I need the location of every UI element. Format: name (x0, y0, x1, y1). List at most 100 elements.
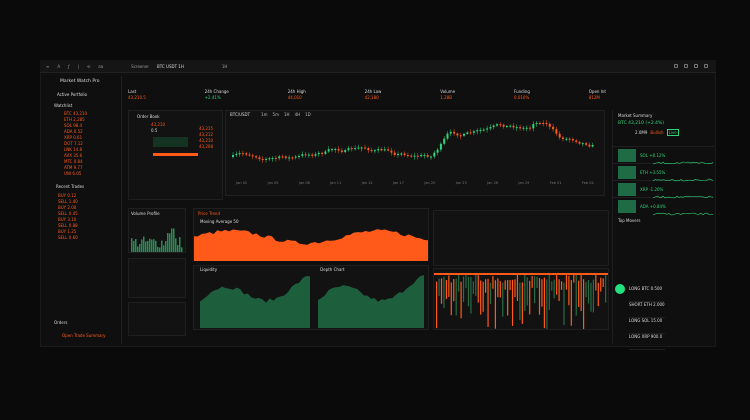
candle-body (284, 156, 287, 159)
candle-body (436, 149, 439, 153)
active-portfolio[interactable]: Active Portfolio (57, 91, 88, 97)
liquidity-area-chart[interactable] (194, 272, 428, 328)
trade-bar (565, 273, 568, 290)
toolbar-menu-item[interactable]: ⟲ (86, 63, 91, 69)
trades-chart-panel (433, 268, 609, 330)
date-tick: Jan 23 (455, 181, 467, 185)
symbol-selector[interactable]: BTC USDT 1H (157, 63, 184, 69)
volume-bar (177, 245, 179, 252)
watchlist-item[interactable]: MTC 0.84 (64, 158, 83, 164)
watchlist-item[interactable]: ETH 2,285 (64, 116, 85, 122)
timeframe-tab[interactable]: 4H (294, 111, 301, 117)
timeframe-tab[interactable]: 1m (261, 111, 268, 117)
summary-sub: BTC 43,210 (+2.4%) (618, 121, 665, 126)
trade-item[interactable]: SELL 1.40 (58, 198, 78, 204)
watchlist-item[interactable]: UNI 6.05 (64, 170, 82, 176)
candle-body (248, 154, 251, 156)
trade-item[interactable]: SELL 0.45 (58, 210, 78, 216)
mover-row[interactable]: XRP -1.20% (613, 180, 714, 197)
watchlist-item[interactable]: BTC 43,210 (64, 110, 88, 116)
trade-bar (460, 281, 462, 319)
position-row[interactable]: LONG XRP 900.0 (629, 334, 665, 350)
orders-label[interactable]: Orders (54, 320, 68, 325)
toolbar-menu-item[interactable]: A (57, 63, 61, 69)
watchlist-item[interactable]: AVX 35.6 (64, 152, 83, 158)
trade-item[interactable]: BUY 0.12 (58, 192, 77, 198)
watchlist-item[interactable]: SOL 98.4 (64, 122, 83, 128)
orderbook-spread: 0.5 (151, 128, 158, 133)
trade-bar (538, 278, 541, 315)
candle-body (568, 138, 571, 140)
candle-body (456, 133, 459, 136)
candle-body (383, 149, 386, 151)
trade-bar (597, 282, 599, 307)
toolbar-menu-item[interactable]: aa (98, 63, 104, 69)
trade-bar (575, 273, 577, 316)
watchlist-item[interactable]: LNK 14.8 (64, 146, 83, 152)
trade-bar (578, 280, 580, 307)
trade-item[interactable]: SELL 0.60 (58, 234, 78, 240)
trade-bar (595, 274, 597, 291)
chart-title: BTC/USDT (230, 111, 251, 117)
candle-body (258, 157, 261, 160)
timeframe-tab[interactable]: 1H (284, 111, 290, 117)
candle-body (453, 131, 456, 134)
orderbook-row[interactable]: 43,208 (199, 143, 213, 149)
candle-body (535, 123, 538, 124)
orderbook-row[interactable]: 43,210 (199, 137, 213, 143)
candlestick-chart[interactable] (226, 117, 604, 181)
candle-body (278, 156, 281, 159)
timeframe-tab[interactable]: 1D (305, 111, 311, 117)
candle-body (489, 127, 492, 129)
user-icon[interactable] (704, 64, 708, 68)
candle-body (433, 152, 436, 157)
volume-bar (155, 240, 157, 252)
watchlist-item[interactable]: ATM 9.77 (64, 164, 83, 170)
position-row[interactable]: LONG BTC 0.500 (629, 286, 665, 302)
stat-label: Open Int (588, 88, 606, 94)
trade-item[interactable]: BUY 1.25 (58, 228, 77, 234)
trade-item[interactable]: SELL 0.88 (58, 222, 78, 228)
trade-bar (440, 278, 443, 304)
position-row[interactable]: SHORT ETH 2.000 (629, 302, 665, 318)
header-stat: 24h Low 42,180 (365, 88, 382, 106)
mover-row[interactable]: ADA +0.84% (613, 197, 714, 214)
search-icon[interactable] (674, 64, 678, 68)
orderbook-panel: Order Book 43,210 0.5 43,215 43,212 43,210… (128, 110, 223, 200)
settings-icon[interactable] (694, 64, 698, 68)
toolbar-menu-item[interactable]: | (77, 63, 79, 69)
mover-label: SOL +8.12% (640, 152, 666, 158)
trade-item[interactable]: BUY 2.00 (58, 204, 77, 210)
position-row[interactable]: LONG SOL 15.00 (629, 318, 665, 334)
mover-row[interactable]: SOL +8.12% (613, 146, 714, 163)
trade-summary-link[interactable]: Open Trade Summary (62, 333, 106, 338)
trade-bar (511, 279, 514, 326)
mover-row[interactable]: ETH +3.55% (613, 163, 714, 180)
trade-bar (482, 281, 484, 312)
timeframe-tab[interactable]: 5m (272, 111, 279, 117)
orderbook-row[interactable]: 43,215 (199, 125, 213, 131)
candle-body (245, 153, 248, 155)
watchlist-item[interactable]: ADA 0.52 (64, 128, 83, 134)
trend-area-chart[interactable] (194, 225, 428, 261)
watchlist-item[interactable]: XRP 0.61 (64, 134, 83, 140)
trades-bar-chart[interactable] (434, 269, 608, 329)
interval-selector[interactable]: 1H (221, 63, 228, 69)
window-title: Market Watch Pro (60, 79, 100, 84)
date-tick: Jan 17 (392, 181, 404, 185)
screener-button[interactable]: Screener (131, 63, 150, 69)
watchlist-item[interactable]: DOT 7.12 (64, 140, 83, 146)
volume-bar (165, 241, 167, 252)
trade-bar (492, 276, 494, 289)
candle-body (232, 155, 234, 157)
candle-body (235, 153, 238, 156)
layout-icon[interactable] (684, 64, 688, 68)
toolbar-menu-item[interactable]: ≡ (46, 63, 50, 69)
trade-bar (570, 280, 572, 326)
trade-bar (443, 276, 445, 309)
sparkline (653, 161, 713, 165)
stat-label: 24h High (287, 88, 306, 94)
trade-item[interactable]: BUY 3.10 (58, 216, 77, 222)
orderbook-row[interactable]: 43,212 (199, 131, 213, 137)
toolbar-menu-item[interactable]: ƒ (68, 63, 70, 69)
